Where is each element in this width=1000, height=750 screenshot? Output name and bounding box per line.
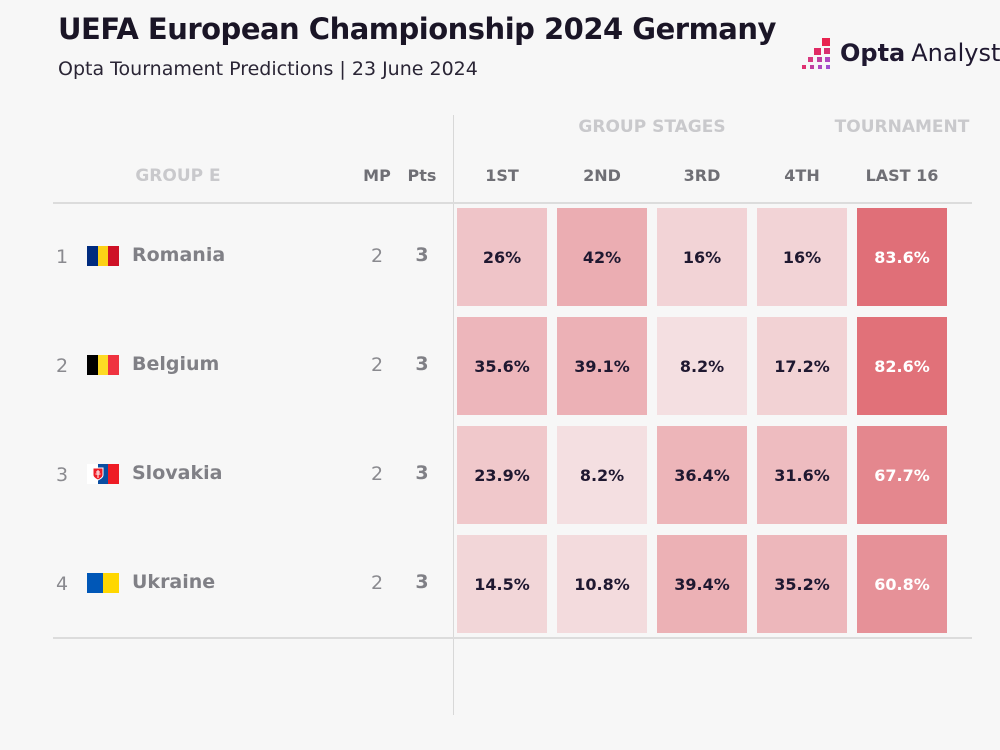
team-name: Ukraine: [132, 571, 216, 593]
column-header: LAST 16: [865, 166, 939, 185]
points: 3: [415, 571, 429, 593]
probability-cell: 60.8%: [857, 535, 947, 633]
header-mp: MP: [363, 166, 391, 185]
flag-icon: [87, 573, 119, 593]
matches-played: 2: [370, 245, 384, 267]
header-group: GROUP E: [135, 166, 221, 186]
column-header: 4TH: [784, 166, 820, 185]
header-tournament: TOURNAMENT: [834, 117, 970, 137]
probability-cell: 16%: [657, 208, 747, 306]
rank: 1: [56, 246, 69, 268]
team-name: Romania: [132, 244, 226, 266]
chart-title: UEFA European Championship 2024 Germany: [58, 12, 776, 46]
opta-logo-icon: [802, 38, 830, 69]
chart-subtitle: Opta Tournament Predictions | 23 June 20…: [58, 58, 478, 80]
points: 3: [415, 353, 429, 375]
probability-cell: 8.2%: [557, 426, 647, 524]
logo-text-analyst: Analyst: [911, 39, 1000, 67]
column-header: 1ST: [485, 166, 519, 185]
points: 3: [415, 462, 429, 484]
divider-top: [53, 202, 972, 204]
points: 3: [415, 244, 429, 266]
rank: 2: [56, 355, 69, 377]
probability-cell: 10.8%: [557, 535, 647, 633]
table-row: 2 Belgium 2 3 35.6% 39.1% 8.2% 17.2% 82.6%: [0, 317, 1000, 415]
table-row: 3 Slovakia 2 3 23.9% 8.2% 36.4% 31.6% 67.7%: [0, 426, 1000, 524]
probability-cell: 31.6%: [757, 426, 847, 524]
probability-cell: 17.2%: [757, 317, 847, 415]
rank: 4: [56, 573, 69, 595]
divider-vertical: [453, 115, 454, 715]
opta-analyst-logo: Opta Analyst: [800, 36, 1000, 70]
probability-cell: 82.6%: [857, 317, 947, 415]
probability-cell: 67.7%: [857, 426, 947, 524]
flag-icon: [87, 246, 120, 266]
column-header: 3RD: [683, 166, 721, 185]
probability-cell: 16%: [757, 208, 847, 306]
column-header: 2ND: [583, 166, 621, 185]
flag-icon: [87, 464, 120, 484]
team-name: Belgium: [132, 353, 220, 375]
table-row: 1 Romania 2 3 26% 42% 16% 16% 83.6%: [0, 208, 1000, 306]
probability-cell: 39.1%: [557, 317, 647, 415]
probability-cell: 42%: [557, 208, 647, 306]
probability-cell: 83.6%: [857, 208, 947, 306]
probability-cell: 26%: [457, 208, 547, 306]
header-pts: Pts: [407, 166, 437, 185]
logo-text-opta: Opta: [840, 39, 906, 67]
header-group-stages: GROUP STAGES: [578, 117, 726, 137]
team-name: Slovakia: [132, 462, 223, 484]
table-row: 4 Ukraine 2 3 14.5% 10.8% 39.4% 35.2% 60.8%: [0, 535, 1000, 633]
probability-cell: 35.6%: [457, 317, 547, 415]
probability-cell: 23.9%: [457, 426, 547, 524]
probability-cell: 14.5%: [457, 535, 547, 633]
divider-bottom: [53, 637, 972, 639]
probability-cell: 8.2%: [657, 317, 747, 415]
matches-played: 2: [370, 354, 384, 376]
probability-cell: 35.2%: [757, 535, 847, 633]
probability-cell: 39.4%: [657, 535, 747, 633]
flag-icon: [87, 355, 120, 375]
matches-played: 2: [370, 572, 384, 594]
matches-played: 2: [370, 463, 384, 485]
rank: 3: [56, 464, 69, 486]
probability-cell: 36.4%: [657, 426, 747, 524]
